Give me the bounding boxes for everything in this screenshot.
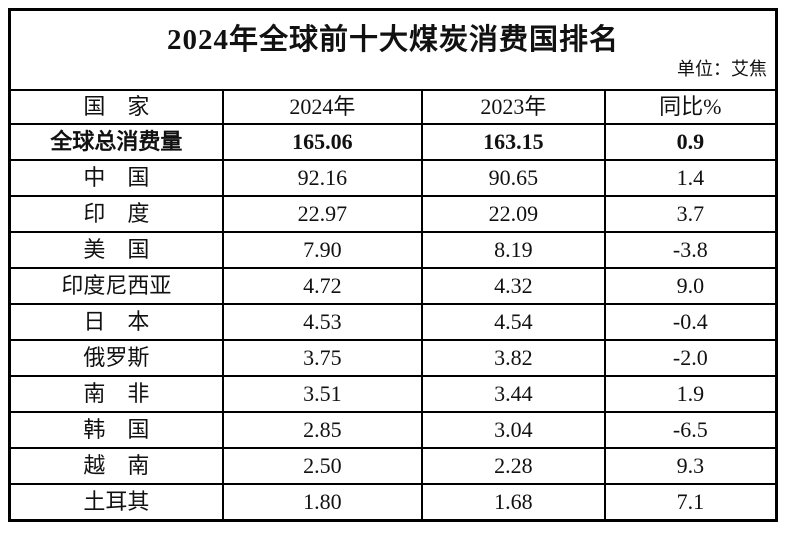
cell-2024: 7.90 (221, 231, 424, 269)
cell-country: 土耳其 (8, 483, 224, 522)
cell-2024: 1.80 (221, 483, 424, 522)
cell-yoy: 3.7 (603, 195, 778, 233)
cell-2023: 1.68 (421, 483, 606, 522)
cell-2023: 3.44 (421, 375, 606, 413)
table-row-south-africa: 南 非 3.51 3.44 1.9 (8, 375, 778, 413)
table-row-south-korea: 韩 国 2.85 3.04 -6.5 (8, 411, 778, 449)
column-header-2023: 2023年 (421, 89, 606, 125)
title-row: 2024年全球前十大煤炭消费国排名 单位：艾焦 (8, 8, 778, 91)
cell-yoy: 0.9 (603, 123, 778, 161)
cell-2023: 90.65 (421, 159, 606, 197)
cell-yoy: -3.8 (603, 231, 778, 269)
cell-country: 韩 国 (8, 411, 224, 449)
cell-2024: 3.75 (221, 339, 424, 377)
cell-yoy: 9.3 (603, 447, 778, 485)
cell-country: 全球总消费量 (8, 123, 224, 161)
cell-2023: 3.04 (421, 411, 606, 449)
cell-2024: 165.06 (221, 123, 424, 161)
cell-2023: 4.32 (421, 267, 606, 305)
cell-2024: 3.51 (221, 375, 424, 413)
table-row-total: 全球总消费量 165.06 163.15 0.9 (8, 123, 778, 161)
table-row-usa: 美 国 7.90 8.19 -3.8 (8, 231, 778, 269)
cell-yoy: 1.4 (603, 159, 778, 197)
cell-yoy: -0.4 (603, 303, 778, 341)
cell-yoy: 9.0 (603, 267, 778, 305)
cell-2023: 3.82 (421, 339, 606, 377)
cell-country: 南 非 (8, 375, 224, 413)
cell-yoy: -6.5 (603, 411, 778, 449)
cell-2024: 4.72 (221, 267, 424, 305)
table-title: 2024年全球前十大煤炭消费国排名 (166, 23, 619, 56)
table-row-russia: 俄罗斯 3.75 3.82 -2.0 (8, 339, 778, 377)
cell-2023: 163.15 (421, 123, 606, 161)
table-row-turkey: 土耳其 1.80 1.68 7.1 (8, 483, 778, 522)
unit-label: 单位：艾焦 (677, 58, 767, 79)
cell-2024: 92.16 (221, 159, 424, 197)
cell-yoy: 1.9 (603, 375, 778, 413)
cell-2023: 2.28 (421, 447, 606, 485)
cell-2024: 2.50 (221, 447, 424, 485)
table-row-japan: 日 本 4.53 4.54 -0.4 (8, 303, 778, 341)
cell-country: 日 本 (8, 303, 224, 341)
cell-country: 越 南 (8, 447, 224, 485)
cell-country: 中 国 (8, 159, 224, 197)
cell-yoy: 7.1 (603, 483, 778, 522)
column-header-country: 国 家 (8, 89, 224, 125)
cell-country: 俄罗斯 (8, 339, 224, 377)
table-row-indonesia: 印度尼西亚 4.72 4.32 9.0 (8, 267, 778, 305)
title-cell: 2024年全球前十大煤炭消费国排名 单位：艾焦 (8, 8, 778, 91)
cell-2023: 8.19 (421, 231, 606, 269)
table-row-china: 中 国 92.16 90.65 1.4 (8, 159, 778, 197)
column-header-2024: 2024年 (221, 89, 424, 125)
table-row-vietnam: 越 南 2.50 2.28 9.3 (8, 447, 778, 485)
header-row: 国 家 2024年 2023年 同比% (8, 89, 778, 125)
cell-country: 美 国 (8, 231, 224, 269)
column-header-yoy: 同比% (603, 89, 778, 125)
table-row-india: 印 度 22.97 22.09 3.7 (8, 195, 778, 233)
cell-country: 印 度 (8, 195, 224, 233)
cell-2024: 2.85 (221, 411, 424, 449)
cell-2024: 22.97 (221, 195, 424, 233)
cell-2024: 4.53 (221, 303, 424, 341)
coal-consumption-table: 2024年全球前十大煤炭消费国排名 单位：艾焦 国 家 2024年 2023年 … (8, 8, 778, 522)
cell-yoy: -2.0 (603, 339, 778, 377)
cell-2023: 4.54 (421, 303, 606, 341)
cell-2023: 22.09 (421, 195, 606, 233)
cell-country: 印度尼西亚 (8, 267, 224, 305)
